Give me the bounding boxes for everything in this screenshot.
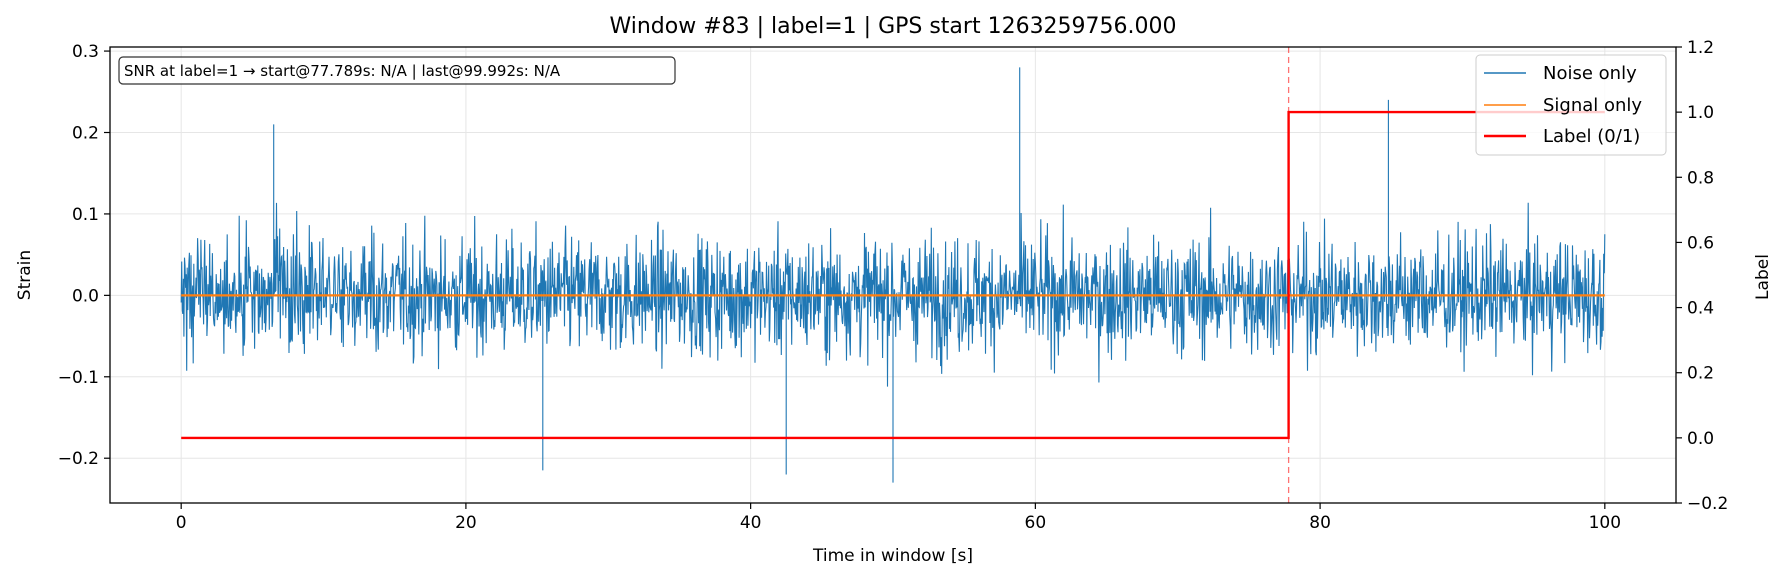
label-step-line	[181, 110, 1605, 440]
annotation-box: SNR at label=1 → start@77.789s: N/A | la…	[118, 56, 676, 85]
y-right-tick-label-7: 1.2	[1687, 38, 1714, 58]
y-left-tick-label-4: 0.2	[72, 124, 99, 144]
y-right-tick-label-4: 0.6	[1687, 233, 1714, 253]
x-tick-label-2: 40	[740, 513, 762, 533]
y-right-tick-label-2: 0.2	[1687, 364, 1714, 384]
y-left-tick-label-1: −0.1	[58, 368, 99, 388]
noise-series	[180, 67, 1606, 483]
x-tick-label-3: 60	[1025, 513, 1047, 533]
chart-title: Window #83 | label=1 | GPS start 1263259…	[609, 14, 1176, 39]
y-left-tick-label-0: −0.2	[58, 449, 99, 469]
y-right-tick-label-5: 0.8	[1687, 168, 1714, 188]
x-tick-label-5: 100	[1589, 513, 1621, 533]
y-right-axis-ticks: −0.2 0.0 0.2 0.4 0.6 0.8 1.0 1.2	[1676, 38, 1728, 514]
legend-frame	[1475, 54, 1667, 156]
y-left-tick-label-3: 0.1	[72, 205, 99, 225]
legend-label-signal: Signal only	[1543, 95, 1642, 116]
x-axis-label: Time in window [s]	[812, 546, 973, 566]
legend: Noise only Signal only Label (0/1)	[1475, 54, 1667, 156]
y-right-tick-label-6: 1.0	[1687, 103, 1714, 123]
x-tick-label-4: 80	[1309, 513, 1331, 533]
annotation-text: SNR at label=1 → start@77.789s: N/A | la…	[124, 62, 561, 80]
y-right-axis-label: Label	[1753, 254, 1773, 300]
legend-label-label: Label (0/1)	[1543, 126, 1640, 147]
legend-label-noise: Noise only	[1543, 63, 1637, 84]
y-left-axis-label: Strain	[15, 250, 35, 300]
y-left-tick-label-5: 0.3	[72, 42, 99, 62]
y-right-tick-label-1: 0.0	[1687, 429, 1714, 449]
annotation-frame	[118, 56, 676, 85]
label-series	[181, 110, 1605, 440]
y-right-tick-label-0: −0.2	[1687, 494, 1728, 514]
noise-only-line	[180, 67, 1606, 483]
plot-frame	[109, 46, 1677, 504]
y-right-tick-label-3: 0.4	[1687, 299, 1714, 319]
x-tick-label-1: 20	[455, 513, 477, 533]
x-axis-ticks: 0 20 40 60 80 100	[176, 503, 1621, 533]
x-tick-label-0: 0	[176, 513, 187, 533]
y-left-tick-label-2: 0.0	[72, 286, 99, 306]
y-left-axis-ticks: −0.2 −0.1 0.0 0.1 0.2 0.3	[58, 42, 110, 469]
